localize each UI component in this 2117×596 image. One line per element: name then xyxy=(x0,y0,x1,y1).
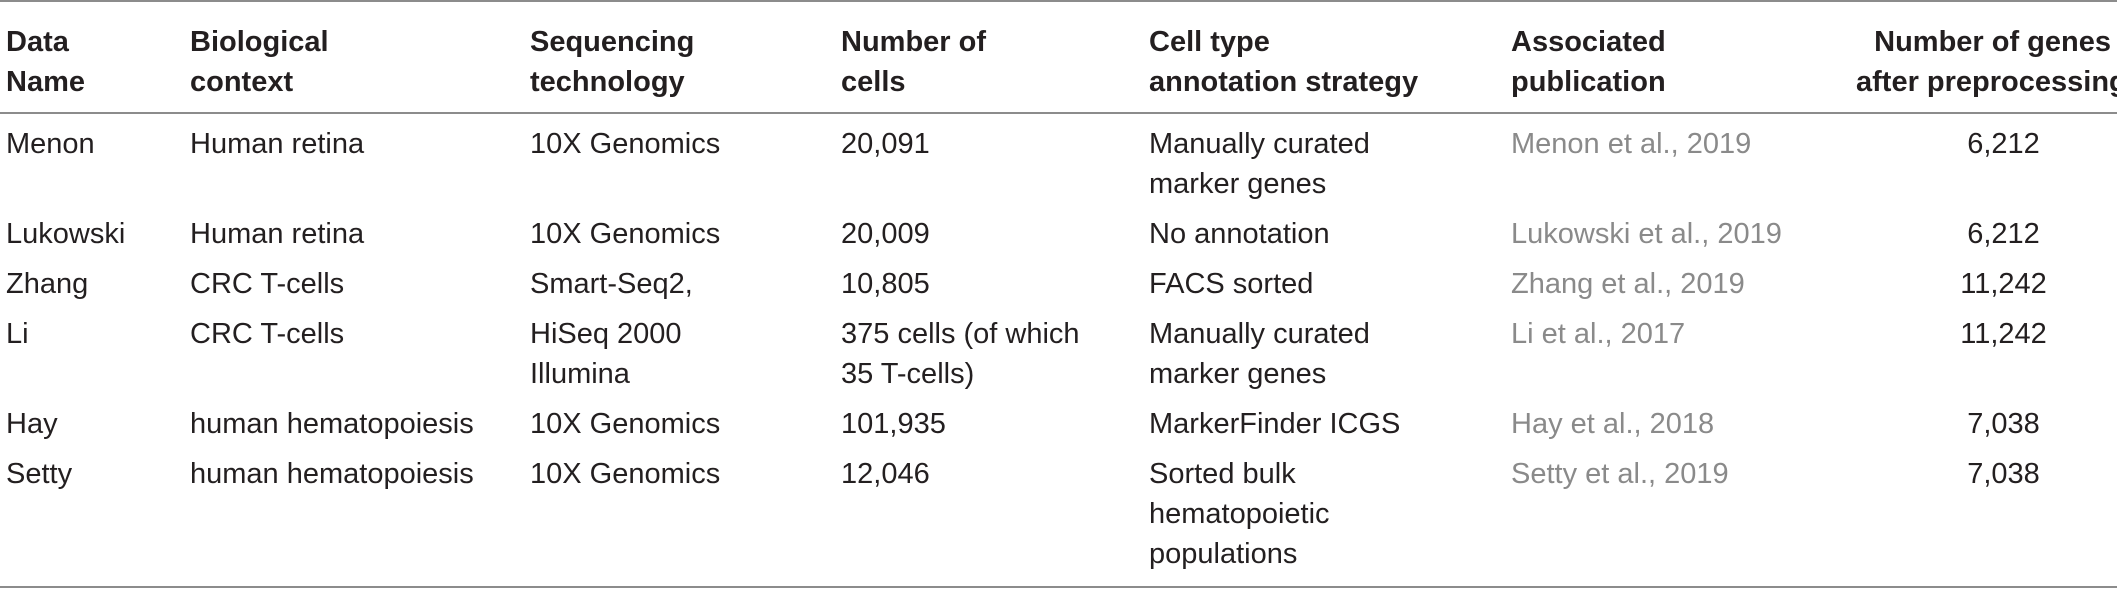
cell-sequencing-technology: HiSeq 2000 Illumina xyxy=(530,318,682,390)
cell-biological-context: Human retina xyxy=(190,218,365,250)
cell-number-of-genes: 7,038 xyxy=(1967,458,2040,490)
cell-data-name: Li xyxy=(6,318,29,350)
header-row: Data Name Biological context Sequencing … xyxy=(0,1,2117,113)
cell-annotation-strategy: Manually curated marker genes xyxy=(1149,318,1370,390)
cell-number-of-cells: 375 cells (of which 35 T-cells) xyxy=(841,318,1080,390)
header-number-of-genes: Number of genes after preprocessing xyxy=(1856,26,2117,98)
cell-number-of-genes: 6,212 xyxy=(1967,218,2040,250)
cell-annotation-strategy: MarkerFinder ICGS xyxy=(1149,408,1401,440)
cell-sequencing-technology: 10X Genomics xyxy=(530,128,721,160)
table-row: Li CRC T-cells HiSeq 2000 Illumina 375 c… xyxy=(0,310,2117,400)
cell-annotation-strategy: Sorted bulk hematopoietic populations xyxy=(1149,458,1330,570)
table-row: Lukowski Human retina 10X Genomics 20,00… xyxy=(0,210,2117,260)
cell-data-name: Lukowski xyxy=(6,218,126,250)
cell-number-of-cells: 10,805 xyxy=(841,268,930,300)
cell-biological-context: human hematopoiesis xyxy=(190,408,474,440)
cell-publication-link[interactable]: Zhang et al., 2019 xyxy=(1511,268,1745,300)
header-annotation-strategy: Cell type annotation strategy xyxy=(1149,26,1419,98)
cell-data-name: Hay xyxy=(6,408,58,440)
cell-number-of-cells: 12,046 xyxy=(841,458,930,490)
header-associated-publication: Associated publication xyxy=(1511,26,1666,98)
cell-data-name: Setty xyxy=(6,458,73,490)
cell-publication-link[interactable]: Lukowski et al., 2019 xyxy=(1511,218,1782,250)
cell-number-of-genes: 6,212 xyxy=(1967,128,2040,160)
cell-sequencing-technology: 10X Genomics xyxy=(530,458,721,490)
table-body: Menon Human retina 10X Genomics 20,091 M… xyxy=(0,113,2117,587)
cell-publication-link[interactable]: Setty et al., 2019 xyxy=(1511,458,1729,490)
cell-sequencing-technology: 10X Genomics xyxy=(530,218,721,250)
table-row: Zhang CRC T-cells Smart-Seq2, 10,805 FAC… xyxy=(0,260,2117,310)
cell-biological-context: human hematopoiesis xyxy=(190,458,474,490)
cell-annotation-strategy: FACS sorted xyxy=(1149,268,1314,300)
table-row: Menon Human retina 10X Genomics 20,091 M… xyxy=(0,113,2117,210)
cell-number-of-genes: 7,038 xyxy=(1967,408,2040,440)
cell-biological-context: CRC T-cells xyxy=(190,318,345,350)
table-header: Data Name Biological context Sequencing … xyxy=(0,1,2117,113)
header-data-name: Data Name xyxy=(6,26,85,98)
cell-number-of-genes: 11,242 xyxy=(1960,268,2047,300)
cell-number-of-genes: 11,242 xyxy=(1960,318,2047,350)
cell-data-name: Zhang xyxy=(6,268,89,300)
cell-data-name: Menon xyxy=(6,128,95,160)
cell-publication-link[interactable]: Hay et al., 2018 xyxy=(1511,408,1715,440)
header-number-of-cells: Number of cells xyxy=(841,26,986,98)
cell-sequencing-technology: Smart-Seq2, xyxy=(530,268,693,300)
table-row: Hay human hematopoiesis 10X Genomics 101… xyxy=(0,400,2117,450)
cell-number-of-cells: 101,935 xyxy=(841,408,946,440)
cell-number-of-cells: 20,091 xyxy=(841,128,930,160)
cell-biological-context: Human retina xyxy=(190,128,365,160)
cell-annotation-strategy: No annotation xyxy=(1149,218,1330,250)
header-biological-context: Biological context xyxy=(190,26,329,98)
cell-number-of-cells: 20,009 xyxy=(841,218,930,250)
table-row: Setty human hematopoiesis 10X Genomics 1… xyxy=(0,450,2117,587)
cell-sequencing-technology: 10X Genomics xyxy=(530,408,721,440)
cell-publication-link[interactable]: Li et al., 2017 xyxy=(1511,318,1686,350)
cell-annotation-strategy: Manually curated marker genes xyxy=(1149,128,1370,200)
cell-biological-context: CRC T-cells xyxy=(190,268,345,300)
header-sequencing-technology: Sequencing technology xyxy=(530,26,695,98)
cell-publication-link[interactable]: Menon et al., 2019 xyxy=(1511,128,1752,160)
